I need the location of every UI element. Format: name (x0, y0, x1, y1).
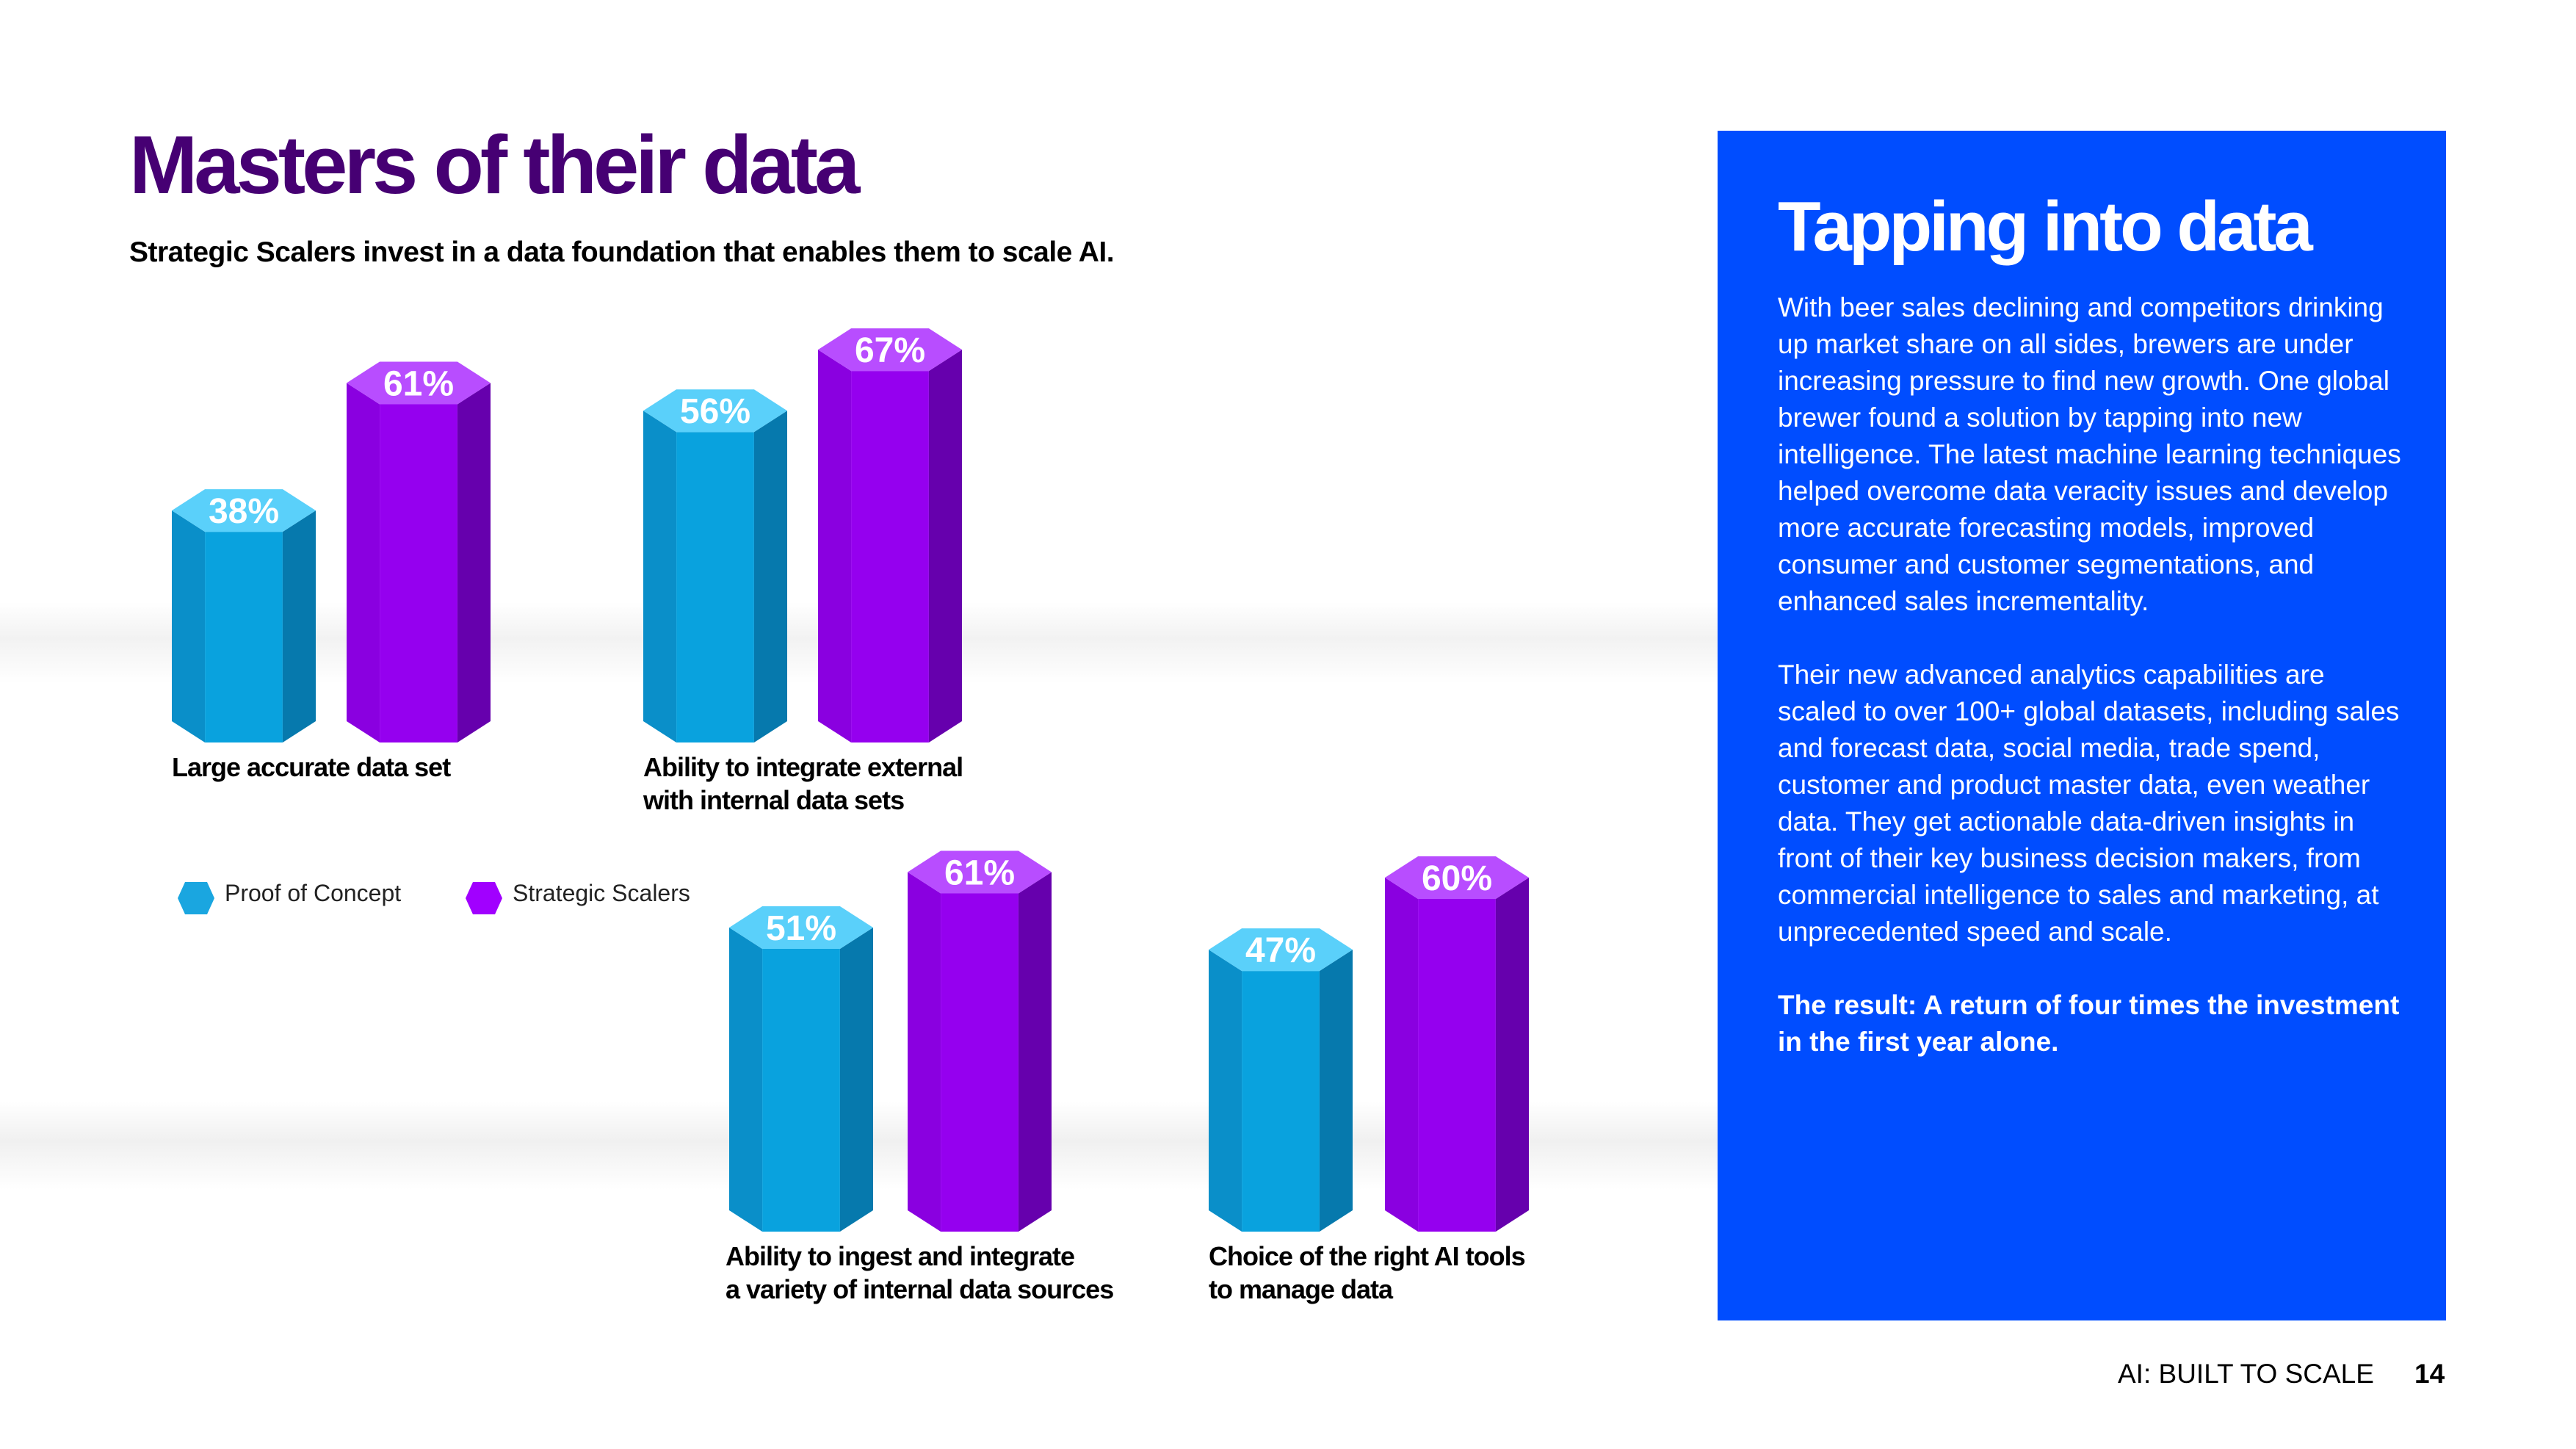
panel-paragraph: With beer sales declining and competitor… (1778, 292, 2401, 616)
data-label: 67% (855, 331, 925, 370)
panel-title: Tapping into data (1778, 187, 2313, 266)
page-number: 14 (2414, 1359, 2445, 1389)
category-label: Ability to integrate external with intern… (643, 751, 963, 817)
panel-body: With beer sales declining and competitor… (1778, 289, 2409, 1097)
page-subtitle: Strategic Scalers invest in a data found… (129, 236, 1115, 268)
bar-proof-of-concept (1209, 928, 1353, 1232)
data-label: 56% (680, 392, 750, 431)
category-label: Choice of the right AI tools to manage da… (1209, 1240, 1526, 1306)
bar-strategic-scalers (1385, 856, 1529, 1232)
category-label: Large accurate data set (172, 751, 451, 784)
legend-label: Strategic Scalers (513, 880, 690, 906)
bar-strategic-scalers (347, 361, 491, 742)
data-label: 61% (383, 364, 454, 403)
bar-charts: 38% 61% 56% 67% 51% 61% 47% 60% (172, 328, 1529, 1232)
page-title: Masters of their data (129, 119, 860, 211)
category-label-line: to manage data (1209, 1274, 1393, 1304)
data-label: 51% (766, 909, 836, 948)
bar-proof-of-concept (643, 389, 787, 742)
footer-title: AI: BUILT TO SCALE (2118, 1359, 2374, 1389)
side-panel: Tapping into data With beer sales declin… (1718, 131, 2446, 1320)
category-label-line: Ability to ingest and integrate (726, 1241, 1075, 1271)
category-label-line: Ability to integrate external (643, 752, 963, 782)
hexagon-icon (178, 882, 214, 914)
legend-label: Proof of Concept (225, 880, 402, 906)
bar-proof-of-concept (729, 906, 873, 1232)
category-label-line: Choice of the right AI tools (1209, 1241, 1526, 1271)
panel-paragraph: Their new advanced analytics capabilitie… (1778, 660, 2400, 947)
bar-strategic-scalers (908, 850, 1052, 1232)
category-label-line: Large accurate data set (172, 752, 451, 782)
bar-proof-of-concept (172, 489, 316, 742)
data-label: 38% (209, 492, 279, 531)
data-label: 60% (1422, 859, 1492, 898)
category-label-line: with internal data sets (643, 785, 905, 815)
panel-result: The result: A return of four times the i… (1778, 990, 2400, 1057)
hexagon-icon (466, 882, 502, 914)
bar-strategic-scalers (818, 328, 962, 742)
category-label-line: a variety of internal data sources (726, 1274, 1114, 1304)
category-label: Ability to ingest and integrate a variety… (726, 1240, 1114, 1306)
data-label: 47% (1245, 931, 1316, 970)
data-label: 61% (944, 853, 1015, 892)
